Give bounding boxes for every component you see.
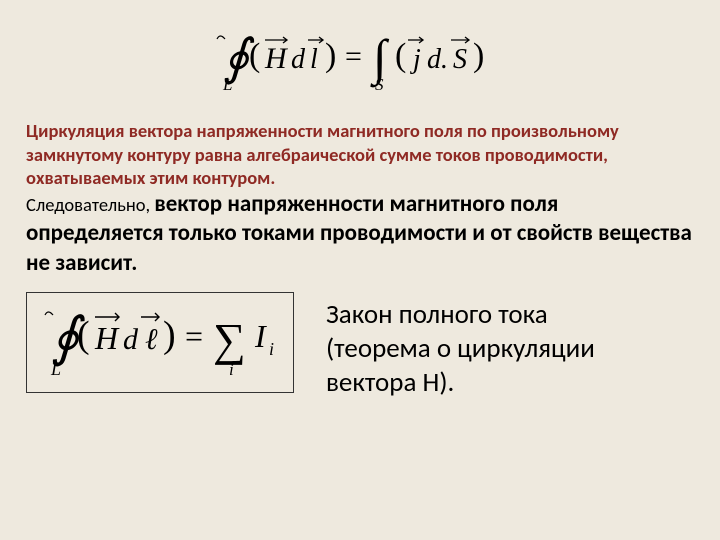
svg-text:∑: ∑ [213,314,246,365]
law-line3: вектора Н). [326,366,454,399]
equation1-svg: ∮ L ( H d l ) = ∫ S ( j [195,24,525,96]
svg-text:j: j [410,44,421,75]
svg-text:H: H [94,320,120,356]
svg-text:I: I [254,318,267,354]
svg-text:ℓ: ℓ [145,323,158,356]
svg-text:): ) [325,37,336,74]
svg-text:): ) [473,37,484,74]
svg-text:(: ( [395,37,406,74]
svg-text:): ) [163,314,176,356]
svg-text:=: = [185,318,203,354]
law-line1: Закон полного тока [326,298,548,331]
svg-text:L: L [50,359,61,379]
slide-container: ∮ L ( H d l ) = ∫ S ( j [0,0,720,418]
svg-text:l: l [310,44,318,75]
para-red-bold: Циркуляция вектора напряженности магнитн… [26,119,619,189]
svg-text:i: i [229,360,234,379]
equation2-svg: ∮ L ( H d ℓ ) = ∑ i I i [33,299,283,381]
svg-text:(: ( [249,37,260,74]
body-paragraph: Циркуляция вектора напряженности магнитн… [26,119,694,278]
equation-box: ∮ L ( H d ℓ ) = ∑ i I i [26,292,294,393]
law-text: Закон полного тока (теорема о циркуляции… [326,298,694,399]
svg-text:S: S [453,44,467,75]
svg-text:H: H [264,42,289,75]
svg-text:d.: d. [427,44,448,75]
equation-top: ∮ L ( H d l ) = ∫ S ( j [26,24,694,101]
svg-text:i: i [269,339,274,359]
svg-text:(: ( [77,314,90,356]
svg-text:d: d [291,44,306,75]
law-line2: (теорема о циркуляции [326,332,595,365]
para-plain: Следовательно, [26,193,154,216]
svg-text:=: = [345,40,362,73]
eq2-sub: S [375,75,384,94]
bottom-row: ∮ L ( H d ℓ ) = ∑ i I i [26,292,694,399]
svg-text:d: d [123,323,139,356]
eq1-sub: L [222,75,232,94]
